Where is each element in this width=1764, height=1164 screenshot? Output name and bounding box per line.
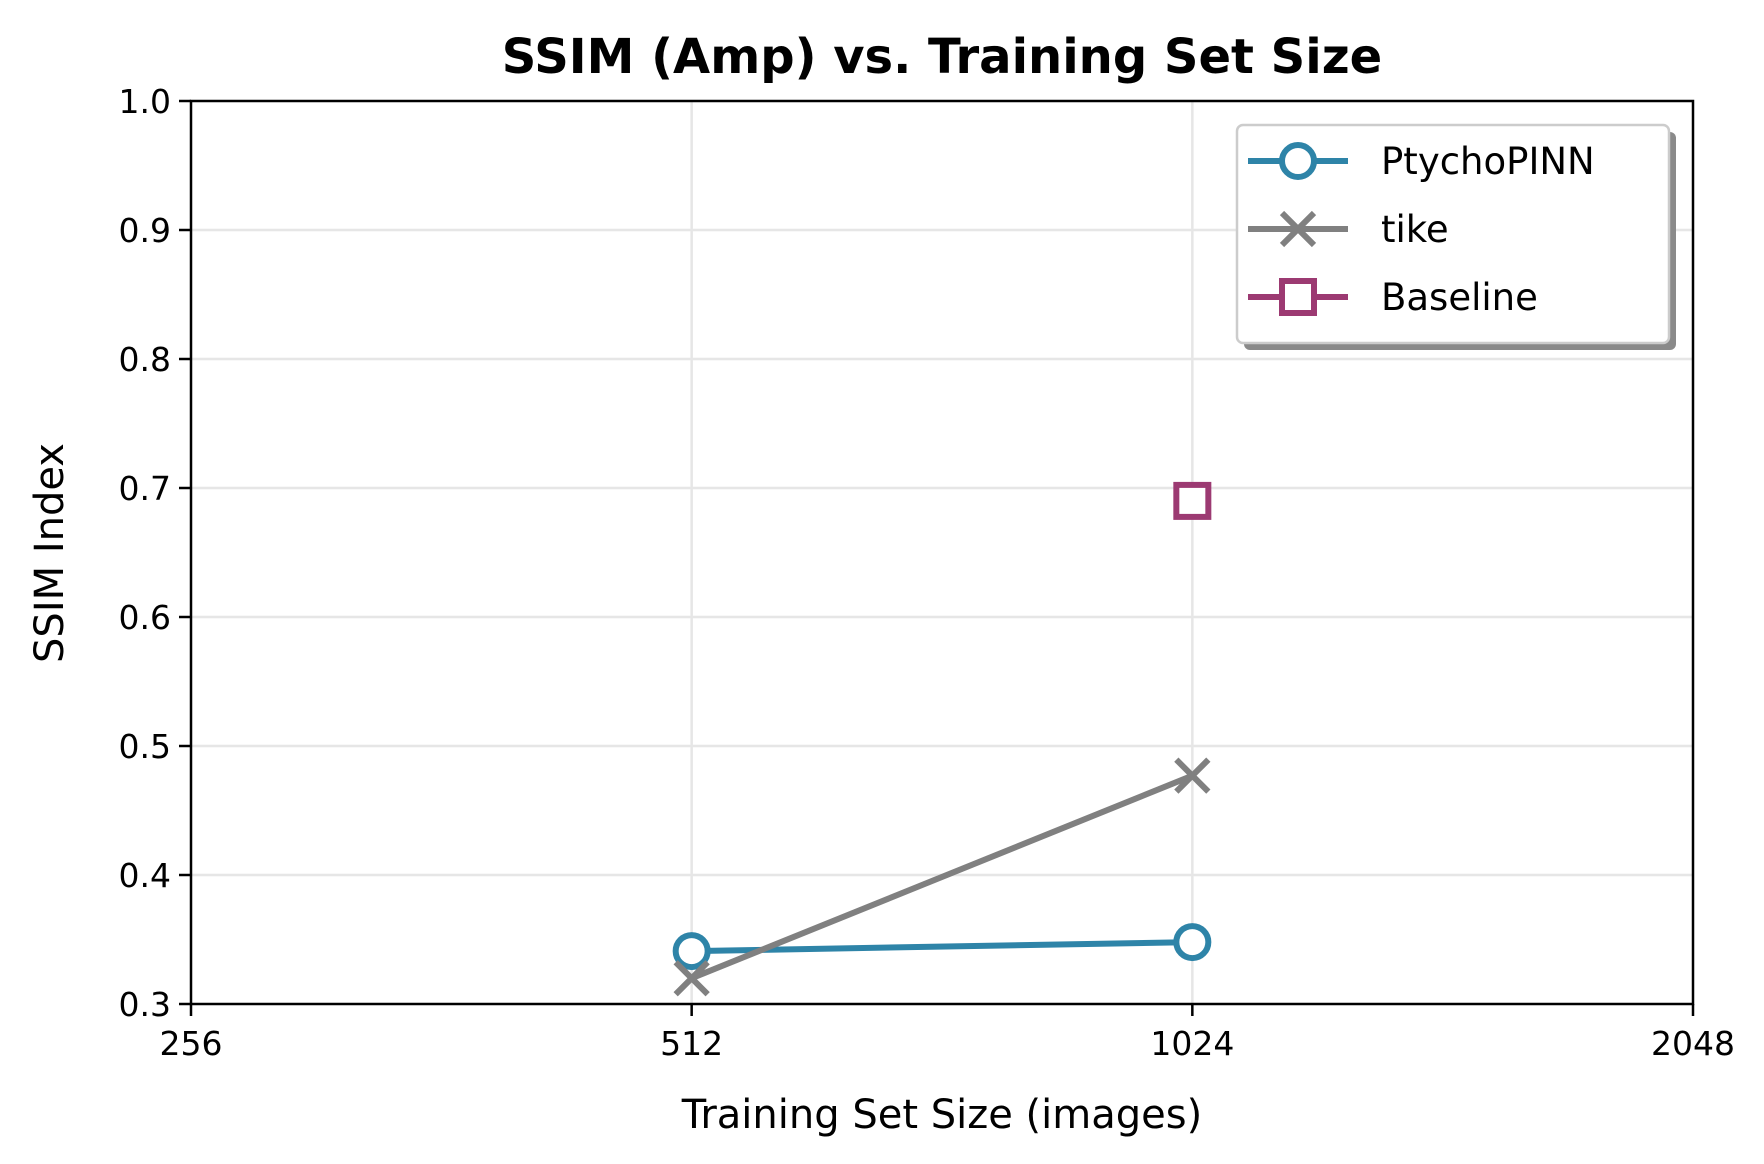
series-line-tike [690, 772, 1194, 981]
data-point-tike [1174, 757, 1211, 794]
y-tick-label: 0.6 [119, 598, 171, 637]
legend-box [1235, 123, 1671, 345]
data-point-tike [673, 960, 710, 997]
y-tick-label: 0.5 [119, 727, 171, 766]
legend-label-baseline: Baseline [1381, 276, 1538, 319]
x-marker-stroke [673, 960, 710, 997]
legend-label-ptychopinn: PtychoPINN [1381, 140, 1595, 183]
series-ptychopinn [672, 923, 1212, 971]
data-point-ptychopinn [672, 932, 711, 971]
x-tick-label: 2048 [1651, 1024, 1735, 1063]
series-line-ptychopinn [691, 939, 1193, 955]
x-tick-label: 512 [660, 1024, 723, 1063]
x-marker-stroke [1279, 210, 1317, 248]
legend-marker-ptychopinn [1279, 142, 1317, 180]
data-point-ptychopinn [1173, 923, 1212, 962]
legend-item-tike: tike [1248, 208, 1449, 251]
grid-lines [191, 101, 1693, 1004]
y-tick-label: 1.0 [119, 82, 171, 121]
legend-marker-baseline [1279, 278, 1317, 316]
legend-item-baseline: Baseline [1248, 276, 1538, 319]
y-tick-label: 0.3 [119, 985, 171, 1024]
plot-frame [189, 99, 1695, 1006]
x-axis-label: Training Set Size (images) [681, 1092, 1202, 1138]
legend-marker-tike [1279, 210, 1317, 248]
chart-title: SSIM (Amp) vs. Training Set Size [502, 29, 1382, 85]
series-baseline [1173, 481, 1212, 520]
plot-series [672, 481, 1212, 997]
legend-label-tike: tike [1381, 208, 1449, 251]
data-point-baseline [1173, 481, 1212, 520]
series-tike [673, 757, 1211, 997]
y-tick-label: 0.9 [119, 211, 171, 250]
x-tick-label: 256 [160, 1024, 223, 1063]
axis-ticks: 0.3 0.4 0.5 0.6 0.7 0.8 0.9 1.0 256 512 1024 2048 [119, 82, 1735, 1063]
x-marker-stroke [1174, 757, 1211, 794]
y-tick-label: 0.4 [119, 856, 171, 895]
y-tick-label: 0.8 [119, 340, 171, 379]
y-tick-label: 0.7 [119, 469, 171, 508]
x-tick-label: 1024 [1150, 1024, 1234, 1063]
legend: PtychoPINN tike Baseline [1235, 123, 1676, 350]
y-axis-label: SSIM Index [27, 443, 73, 663]
legend-item-ptychopinn: PtychoPINN [1248, 140, 1595, 183]
